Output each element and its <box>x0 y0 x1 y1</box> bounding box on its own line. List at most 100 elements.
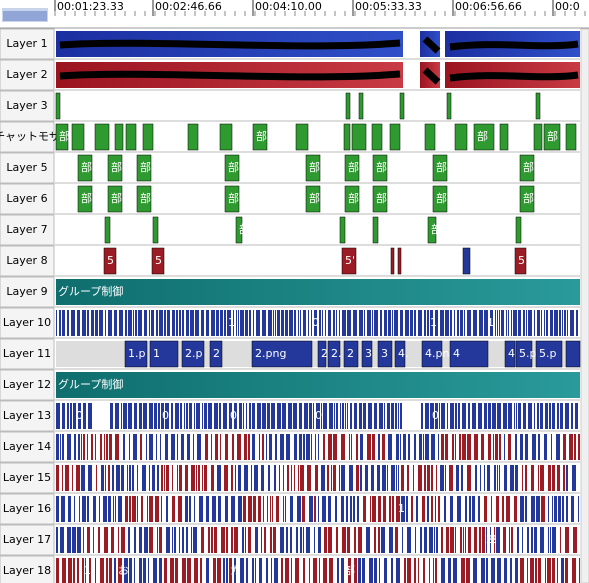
clip <box>401 465 404 491</box>
clip <box>125 310 127 336</box>
clip <box>462 434 466 460</box>
clip <box>350 496 352 522</box>
clip <box>427 465 430 491</box>
clip <box>495 434 498 460</box>
layer-label: Layer 16 <box>3 502 51 515</box>
clip-label: 部 <box>228 160 239 174</box>
layer-header <box>0 555 55 583</box>
clip <box>354 403 357 429</box>
clip <box>387 465 388 491</box>
clip <box>372 185 388 213</box>
clip <box>71 123 85 151</box>
clip <box>82 558 84 583</box>
clip <box>347 403 348 429</box>
clip <box>499 123 509 151</box>
clip <box>394 340 406 368</box>
clip <box>497 465 498 491</box>
clip <box>494 527 495 553</box>
clip <box>96 465 97 491</box>
clip <box>402 527 403 553</box>
layer-header <box>0 183 55 215</box>
scrollbar[interactable] <box>580 28 589 583</box>
clip <box>181 434 184 460</box>
clip <box>525 434 528 460</box>
clip <box>298 310 299 336</box>
clip <box>281 558 283 583</box>
clip <box>149 465 150 491</box>
clip <box>134 527 136 553</box>
group-clip <box>56 372 580 398</box>
clip <box>242 527 244 553</box>
clip <box>257 403 261 429</box>
clip-label: 部 <box>309 160 320 174</box>
clip <box>438 496 440 522</box>
clip <box>450 496 453 522</box>
clip <box>468 403 470 429</box>
clip <box>275 434 277 460</box>
clip <box>176 310 178 336</box>
clip <box>506 496 510 522</box>
clip-label: 1 <box>153 347 160 360</box>
clip <box>305 185 321 213</box>
clip <box>225 496 228 522</box>
clip <box>518 403 521 429</box>
clip <box>525 496 527 522</box>
clip <box>114 310 117 336</box>
clip <box>493 434 494 460</box>
clip <box>371 123 383 151</box>
clip <box>225 434 228 460</box>
clip <box>321 403 322 429</box>
clip <box>273 310 274 336</box>
clip <box>467 465 471 491</box>
clip <box>62 403 65 429</box>
clip <box>55 92 61 120</box>
redaction <box>59 67 579 85</box>
clip <box>430 310 433 336</box>
clip <box>78 403 81 429</box>
clip <box>235 465 236 491</box>
clip <box>166 527 170 553</box>
clip <box>229 403 232 429</box>
clip <box>161 465 163 491</box>
clip <box>550 310 553 336</box>
clip <box>461 558 465 583</box>
clip <box>194 558 198 583</box>
clip <box>270 496 271 522</box>
clip-label: 2.p <box>185 347 202 360</box>
clip <box>279 465 280 491</box>
clip <box>446 527 449 553</box>
clip <box>106 434 108 460</box>
clip <box>220 310 223 336</box>
clip <box>445 434 448 460</box>
clip <box>501 310 504 336</box>
clip <box>414 310 416 336</box>
clip <box>536 496 540 522</box>
clip <box>450 310 452 336</box>
clip <box>123 434 125 460</box>
clip <box>440 465 444 491</box>
clip <box>382 434 385 460</box>
clip-label: 1.p <box>128 347 145 360</box>
clip <box>155 496 159 522</box>
clip <box>304 403 308 429</box>
clip <box>307 465 311 491</box>
clip <box>392 496 394 522</box>
layer-header <box>0 121 55 153</box>
clip-label: 0 <box>230 409 237 422</box>
clip <box>487 465 490 491</box>
clip <box>152 216 159 244</box>
clip <box>343 340 359 368</box>
clip <box>324 527 327 553</box>
clip <box>220 434 221 460</box>
clip <box>328 310 331 336</box>
clip <box>559 310 561 336</box>
clip <box>421 340 443 368</box>
clip <box>560 527 561 553</box>
clip <box>538 465 539 491</box>
zoom-bar[interactable] <box>2 8 48 22</box>
clip <box>535 558 537 583</box>
clip <box>427 310 429 336</box>
clip <box>548 465 551 491</box>
clip <box>327 340 341 368</box>
clip <box>474 527 477 553</box>
